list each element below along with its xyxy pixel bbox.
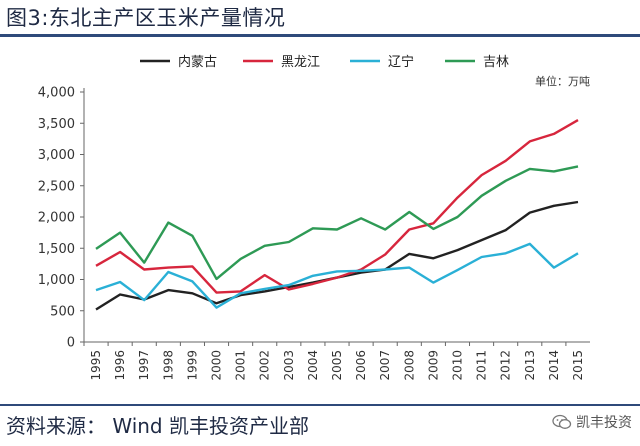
series-line-2: [95, 119, 579, 294]
page-title: 图3:东北主产区玉米产量情况: [6, 6, 286, 30]
wechat-icon: [552, 414, 572, 429]
brand-badge-label: 凯丰投资: [576, 415, 632, 431]
x-tick-label: 2002: [258, 350, 272, 381]
x-tick-label: 2005: [330, 350, 344, 381]
series-line-3: [95, 242, 579, 309]
y-tick-label: 4,000: [38, 86, 75, 101]
title-divider: [0, 34, 640, 37]
x-tick-label: 2011: [475, 350, 489, 381]
x-tick-label: 2000: [210, 350, 224, 381]
x-tick-label: 2008: [402, 350, 416, 381]
axes: 0 500 1,000 1,500 2,000 2,500 3,000 3,500 4,000 1…: [38, 86, 590, 381]
legend-label: 黑龙江: [281, 55, 320, 70]
x-tick-label: 1996: [113, 350, 127, 381]
x-tick-label: 1995: [89, 350, 103, 381]
x-tick-label: 2013: [523, 350, 537, 381]
plot-area: [95, 119, 579, 311]
legend-label: 内蒙古: [178, 54, 217, 70]
x-tick-label: 2006: [354, 350, 368, 381]
y-tick-label: 0: [67, 336, 75, 351]
x-tick-label: 2003: [282, 350, 296, 381]
x-tick-label: 2014: [547, 350, 561, 381]
x-tick-label: 2007: [378, 350, 392, 381]
series-line-4: [95, 165, 579, 281]
y-tick-label: 1,000: [38, 273, 75, 288]
y-tick-label: 3,000: [38, 148, 75, 163]
x-tick-label: 1999: [185, 350, 199, 381]
brand-badge: 凯丰投资: [552, 412, 632, 432]
legend-label: 吉林: [483, 55, 509, 70]
x-tick-label: 1997: [137, 350, 151, 381]
x-tick-label: 2001: [234, 350, 248, 381]
legend: 内蒙古 黑龙江 辽宁 吉林: [140, 54, 509, 70]
x-tick-label: 2012: [499, 350, 513, 381]
x-tick-label: 2004: [306, 350, 320, 381]
y-tick-label: 3,500: [38, 117, 75, 132]
line-chart: 内蒙古 黑龙江 辽宁 吉林 单位：万吨 0 500 1,000 1,500 2,000 2,50…: [38, 54, 590, 381]
source-note: 资料来源： Wind 凯丰投资产业部: [6, 414, 309, 438]
footer-divider: [0, 404, 640, 406]
y-tick-label: 2,000: [38, 211, 75, 226]
y-tick-label: 500: [50, 304, 75, 319]
x-tick-label: 2010: [450, 350, 464, 381]
x-tick-label: 2015: [571, 350, 585, 381]
legend-label: 辽宁: [388, 54, 414, 70]
x-tick-label: 1998: [161, 350, 175, 381]
y-tick-label: 1,500: [38, 242, 75, 257]
x-tick-label: 2009: [426, 350, 440, 381]
y-tick-label: 2,500: [38, 179, 75, 194]
unit-label: 单位：万吨: [535, 74, 590, 88]
series-line-1: [95, 200, 579, 311]
